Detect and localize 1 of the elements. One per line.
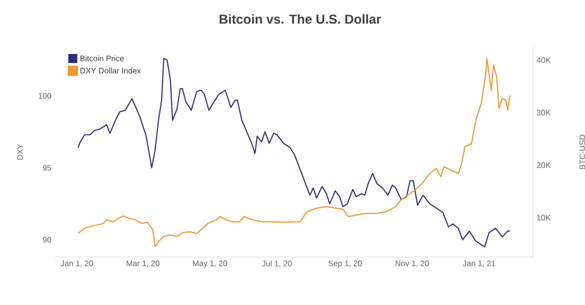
chart-title: Bitcoin vs. The U.S. Dollar bbox=[220, 14, 382, 24]
